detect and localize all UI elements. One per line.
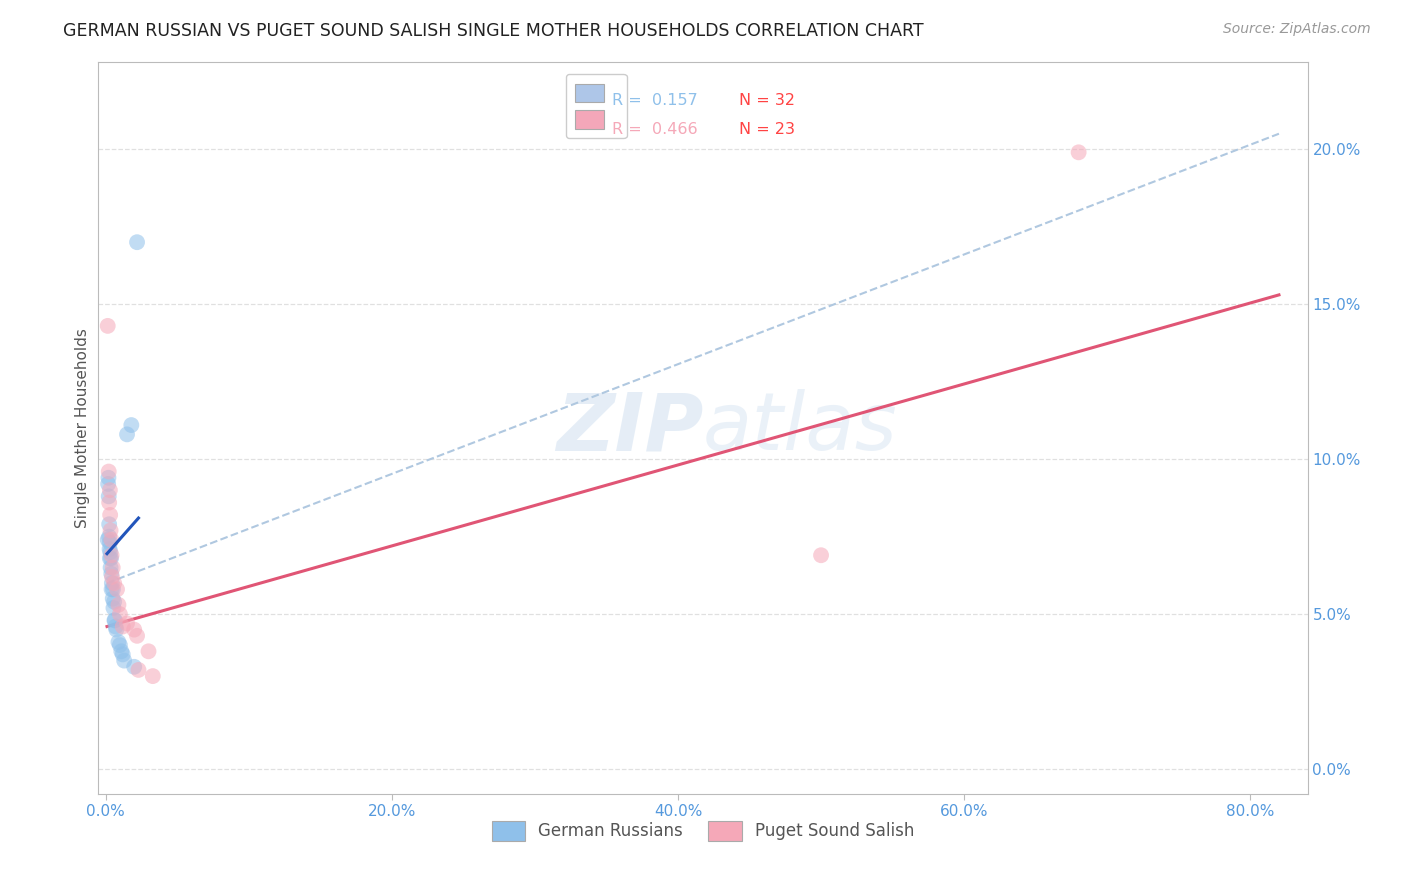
Point — [111, 619, 134, 633]
Point — [101, 582, 124, 597]
Point — [125, 235, 148, 250]
Point — [100, 551, 122, 566]
Point — [97, 477, 120, 491]
Point — [110, 644, 132, 658]
Point — [98, 536, 121, 550]
Point — [101, 560, 124, 574]
Point — [122, 623, 145, 637]
Point — [107, 635, 129, 649]
Y-axis label: Single Mother Households: Single Mother Households — [75, 328, 90, 528]
Point — [105, 623, 128, 637]
Point — [98, 542, 121, 557]
Legend: German Russians, Puget Sound Salish: German Russians, Puget Sound Salish — [485, 814, 921, 847]
Point — [98, 495, 121, 509]
Text: atlas: atlas — [703, 389, 898, 467]
Point — [1067, 145, 1090, 160]
Point — [105, 582, 128, 597]
Point — [100, 566, 122, 581]
Text: R =  0.157: R = 0.157 — [613, 93, 697, 108]
Point — [100, 548, 122, 562]
Point — [98, 508, 121, 522]
Point — [97, 471, 120, 485]
Point — [142, 669, 165, 683]
Point — [103, 595, 125, 609]
Point — [120, 418, 142, 433]
Text: ZIP: ZIP — [555, 389, 703, 467]
Point — [98, 551, 121, 566]
Text: N = 32: N = 32 — [740, 93, 796, 108]
Point — [103, 613, 125, 627]
Point — [97, 489, 120, 503]
Point — [101, 591, 124, 606]
Point — [115, 427, 138, 442]
Point — [108, 607, 131, 621]
Point — [98, 517, 121, 532]
Point — [111, 648, 134, 662]
Point — [100, 582, 122, 597]
Point — [100, 560, 122, 574]
Point — [98, 483, 121, 497]
Point — [101, 576, 124, 591]
Text: R =  0.466: R = 0.466 — [613, 122, 697, 137]
Point — [115, 616, 138, 631]
Point — [112, 654, 135, 668]
Point — [104, 613, 127, 627]
Point — [100, 533, 122, 547]
Point — [98, 530, 121, 544]
Point — [122, 660, 145, 674]
Text: N = 23: N = 23 — [740, 122, 796, 137]
Point — [98, 545, 121, 559]
Point — [104, 619, 127, 633]
Point — [108, 638, 131, 652]
Point — [127, 663, 149, 677]
Point — [97, 318, 120, 333]
Text: GERMAN RUSSIAN VS PUGET SOUND SALISH SINGLE MOTHER HOUSEHOLDS CORRELATION CHART: GERMAN RUSSIAN VS PUGET SOUND SALISH SIN… — [63, 22, 924, 40]
Text: Source: ZipAtlas.com: Source: ZipAtlas.com — [1223, 22, 1371, 37]
Point — [100, 524, 122, 538]
Point — [97, 465, 120, 479]
Point — [103, 576, 125, 591]
Point — [101, 570, 124, 584]
Point — [103, 601, 125, 615]
Point — [107, 598, 129, 612]
Point — [125, 629, 148, 643]
Point — [810, 548, 832, 562]
Point — [138, 644, 160, 658]
Point — [97, 533, 120, 547]
